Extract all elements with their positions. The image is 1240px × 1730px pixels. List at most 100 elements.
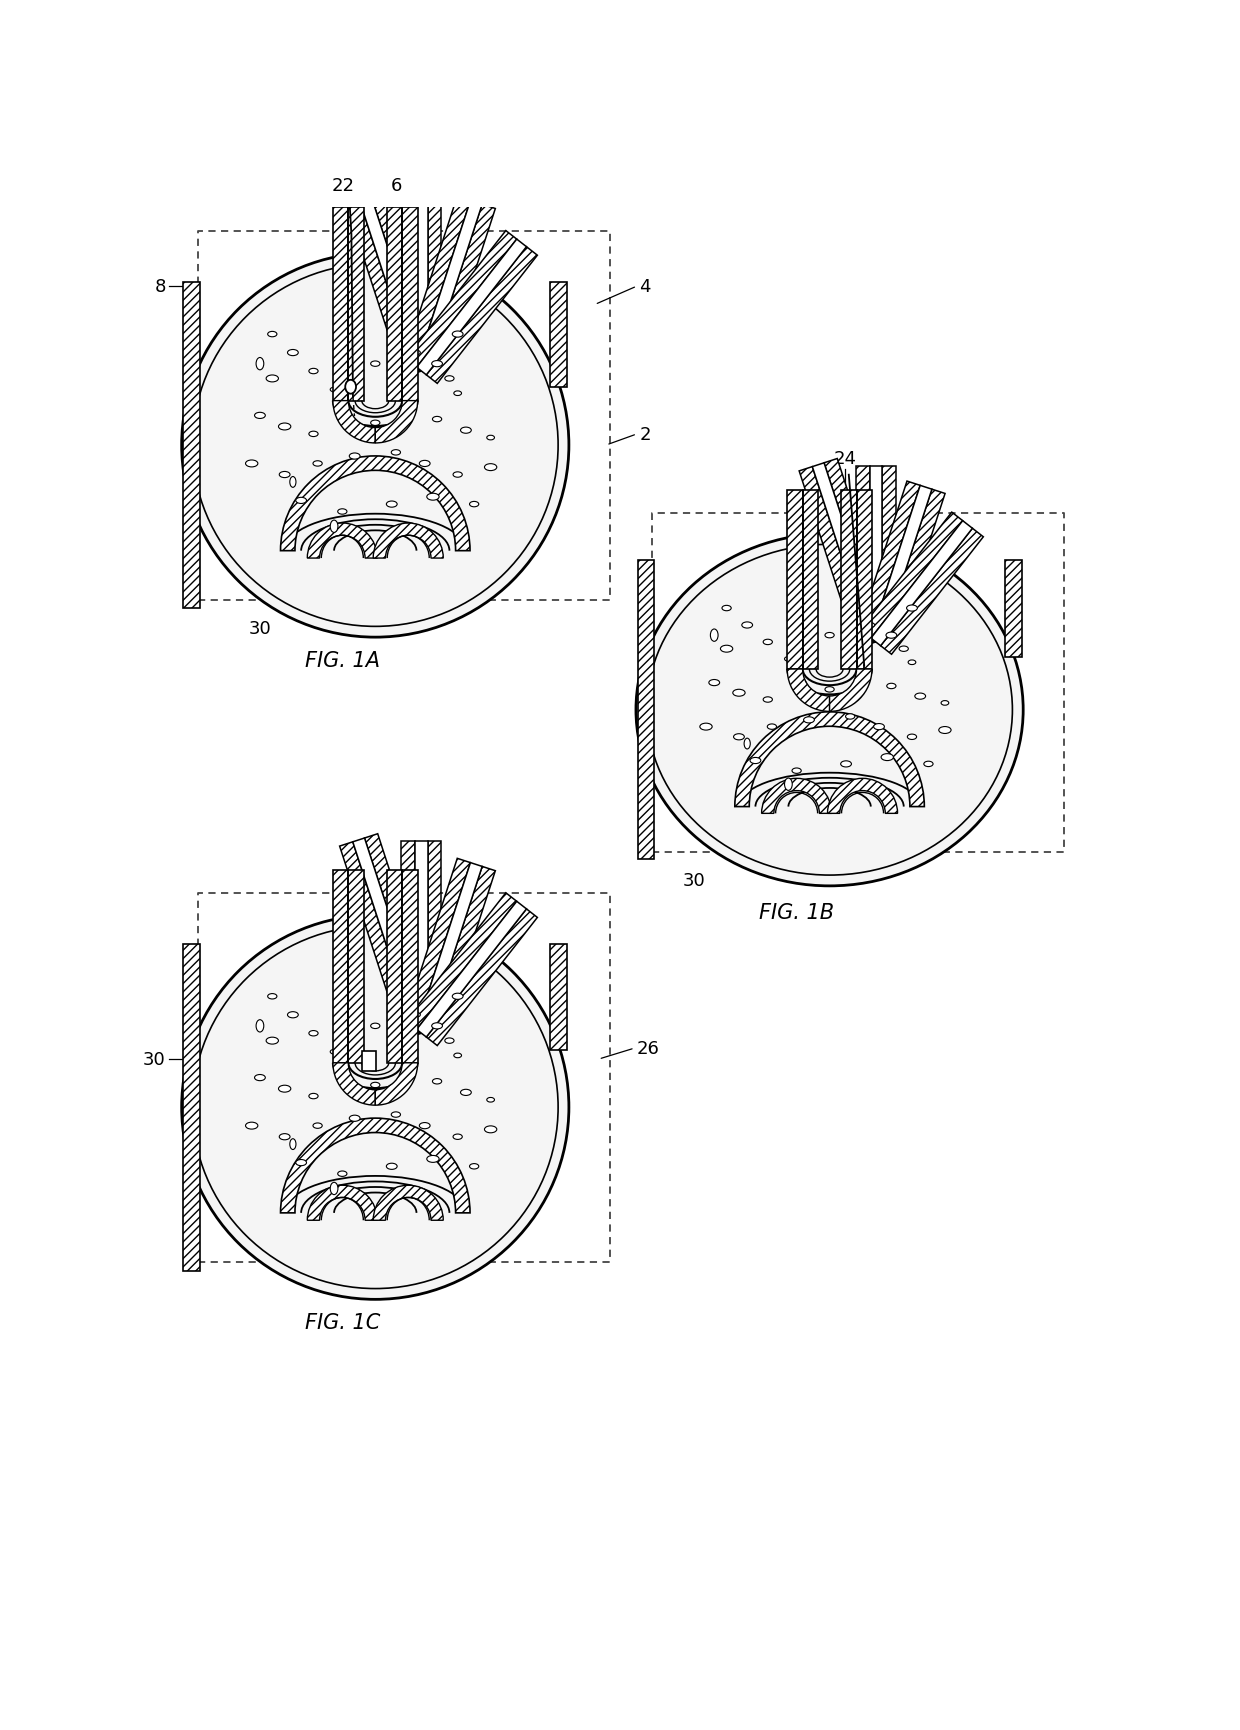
Ellipse shape <box>433 417 441 422</box>
Wedge shape <box>827 778 898 813</box>
Wedge shape <box>761 778 832 813</box>
Ellipse shape <box>312 1123 322 1128</box>
Ellipse shape <box>454 391 461 396</box>
Polygon shape <box>415 841 428 1033</box>
Ellipse shape <box>941 701 949 706</box>
Ellipse shape <box>290 477 296 488</box>
Polygon shape <box>841 491 857 670</box>
Ellipse shape <box>419 462 430 467</box>
Polygon shape <box>637 561 655 860</box>
Wedge shape <box>376 401 418 443</box>
Polygon shape <box>812 464 882 645</box>
Ellipse shape <box>804 606 815 612</box>
Polygon shape <box>551 945 568 1050</box>
Text: 22: 22 <box>331 176 355 194</box>
Polygon shape <box>870 486 932 645</box>
Polygon shape <box>332 870 348 1064</box>
Ellipse shape <box>295 1159 306 1166</box>
Polygon shape <box>365 834 440 1031</box>
Ellipse shape <box>804 718 815 723</box>
Ellipse shape <box>750 758 761 765</box>
Polygon shape <box>402 870 418 1064</box>
Ellipse shape <box>312 462 322 467</box>
Text: FIG. 1B: FIG. 1B <box>759 903 835 922</box>
Polygon shape <box>428 206 495 379</box>
Polygon shape <box>825 458 895 640</box>
Ellipse shape <box>453 332 463 337</box>
Ellipse shape <box>254 413 265 419</box>
Polygon shape <box>348 208 363 401</box>
Polygon shape <box>415 863 482 1036</box>
Ellipse shape <box>427 495 439 502</box>
Text: 30: 30 <box>143 1050 166 1069</box>
Ellipse shape <box>908 735 916 740</box>
Text: 8: 8 <box>155 279 166 296</box>
Ellipse shape <box>882 754 893 761</box>
Ellipse shape <box>453 993 463 1000</box>
Ellipse shape <box>288 349 299 356</box>
Polygon shape <box>365 173 440 370</box>
Polygon shape <box>551 282 568 388</box>
Ellipse shape <box>763 640 773 645</box>
Polygon shape <box>403 197 470 370</box>
Ellipse shape <box>279 424 291 431</box>
Polygon shape <box>861 512 962 638</box>
Ellipse shape <box>246 460 258 467</box>
Wedge shape <box>373 524 443 559</box>
Polygon shape <box>799 467 870 649</box>
Text: 2: 2 <box>640 426 651 443</box>
Ellipse shape <box>387 1164 397 1169</box>
Ellipse shape <box>454 1054 461 1059</box>
Ellipse shape <box>485 1126 497 1133</box>
Ellipse shape <box>403 339 413 344</box>
Ellipse shape <box>403 405 414 412</box>
Polygon shape <box>353 839 428 1036</box>
Polygon shape <box>184 282 200 609</box>
Text: FIG. 1A: FIG. 1A <box>305 650 379 671</box>
Ellipse shape <box>403 1002 413 1007</box>
Polygon shape <box>870 521 972 647</box>
Ellipse shape <box>460 1090 471 1095</box>
Ellipse shape <box>257 1021 264 1033</box>
Ellipse shape <box>453 472 463 477</box>
Ellipse shape <box>899 647 909 652</box>
Ellipse shape <box>246 1123 258 1130</box>
Polygon shape <box>332 208 348 401</box>
Ellipse shape <box>403 1067 414 1074</box>
Ellipse shape <box>857 673 868 680</box>
Text: 26: 26 <box>637 1040 660 1057</box>
Ellipse shape <box>279 1086 291 1093</box>
Ellipse shape <box>785 657 792 663</box>
Polygon shape <box>387 208 402 401</box>
Ellipse shape <box>722 606 732 611</box>
Bar <box>362 1052 376 1071</box>
Ellipse shape <box>371 1024 379 1029</box>
Polygon shape <box>403 858 470 1031</box>
Ellipse shape <box>433 1080 441 1085</box>
Wedge shape <box>280 1119 470 1213</box>
Ellipse shape <box>733 690 745 697</box>
Polygon shape <box>427 910 537 1047</box>
Ellipse shape <box>825 687 835 692</box>
Ellipse shape <box>841 761 852 768</box>
Polygon shape <box>387 870 402 1064</box>
Ellipse shape <box>939 727 951 734</box>
Ellipse shape <box>330 1050 339 1054</box>
Ellipse shape <box>470 502 479 507</box>
Ellipse shape <box>720 645 733 652</box>
Ellipse shape <box>432 1022 443 1029</box>
Polygon shape <box>428 180 441 372</box>
Ellipse shape <box>858 612 867 618</box>
Polygon shape <box>402 208 418 401</box>
Ellipse shape <box>924 761 932 766</box>
Ellipse shape <box>419 1123 430 1130</box>
Text: FIG. 1C: FIG. 1C <box>305 1313 379 1332</box>
Polygon shape <box>856 467 869 642</box>
Polygon shape <box>402 180 415 372</box>
Ellipse shape <box>908 661 916 664</box>
Polygon shape <box>402 841 415 1033</box>
Polygon shape <box>882 490 945 649</box>
Ellipse shape <box>742 623 753 628</box>
Polygon shape <box>405 232 517 368</box>
Wedge shape <box>735 713 924 808</box>
